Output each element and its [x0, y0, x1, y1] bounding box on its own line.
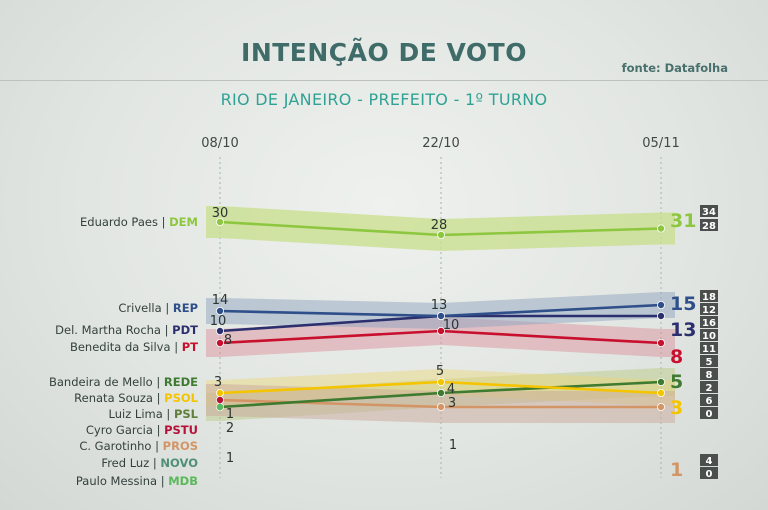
- range-badge: [700, 316, 718, 328]
- data-label: 10: [443, 318, 460, 333]
- data-label: 28: [431, 218, 448, 233]
- range-badge: [700, 205, 718, 217]
- data-point: [657, 388, 666, 397]
- legend-entry: Del. Martha Rocha | PDT: [55, 323, 198, 337]
- data-point: [657, 224, 666, 233]
- data-label: 1: [226, 407, 234, 422]
- range-badge: [700, 329, 718, 341]
- legend-entry: Crivella | REP: [118, 301, 198, 315]
- x-tick-label: 05/11: [642, 136, 679, 151]
- data-point: [215, 338, 224, 347]
- range-badge-label: 11: [702, 344, 716, 355]
- data-label: 10: [210, 314, 227, 329]
- data-point: [215, 217, 224, 226]
- range-badge-label: 6: [706, 396, 713, 407]
- range-badge-label: 0: [706, 469, 713, 480]
- final-value-label: 15: [670, 293, 696, 315]
- range-badge-label: 12: [702, 305, 716, 316]
- data-point: [657, 402, 666, 411]
- final-value-label: 8: [670, 346, 683, 368]
- data-label: 1: [449, 438, 457, 453]
- range-badge-label: 4: [706, 456, 713, 467]
- data-point: [436, 402, 445, 411]
- data-point: [216, 396, 224, 404]
- legend-entry: Renata Souza | PSOL: [74, 391, 198, 405]
- source-label: fonte: Datafolha: [621, 61, 728, 75]
- range-badge: [700, 219, 718, 231]
- confidence-band-dem: [206, 206, 675, 251]
- range-badge-label: 10: [702, 331, 716, 342]
- data-point: [436, 388, 445, 397]
- data-label: 30: [212, 206, 229, 221]
- range-badge: [700, 381, 718, 393]
- data-label: 3: [214, 375, 222, 390]
- legend-entry: C. Garotinho | PROS: [79, 439, 198, 453]
- legend-entry: Luiz Lima | PSL: [109, 407, 199, 421]
- confidence-band-pt: [206, 317, 675, 357]
- range-badge-label: 5: [706, 357, 713, 368]
- legend-entry: Fred Luz | NOVO: [101, 456, 198, 470]
- range-badge: [700, 342, 718, 354]
- legend-entry: Bandeira de Mello | REDE: [49, 375, 198, 389]
- data-point: [216, 403, 224, 411]
- x-tick-label: 22/10: [422, 136, 459, 151]
- range-badge: [700, 290, 718, 302]
- data-point: [436, 311, 445, 320]
- range-badge-label: 16: [702, 318, 716, 329]
- confidence-band-rep: [206, 292, 675, 329]
- data-label: 4: [447, 382, 455, 397]
- data-point: [657, 338, 666, 347]
- range-badge: [700, 454, 718, 466]
- data-point: [436, 230, 445, 239]
- range-badge: [700, 407, 718, 419]
- chart-title: INTENÇÃO DE VOTO: [241, 38, 527, 67]
- final-value-label: 13: [670, 319, 696, 341]
- range-badge: [700, 467, 718, 479]
- range-badge: [700, 303, 718, 315]
- range-badge-label: 8: [706, 370, 713, 381]
- header: INTENÇÃO DE VOTO fonte: Datafolha: [0, 0, 768, 80]
- data-point: [215, 326, 224, 335]
- data-point: [436, 377, 445, 386]
- data-label: 14: [212, 293, 229, 308]
- legend-entry: Eduardo Paes | DEM: [80, 215, 198, 229]
- final-value-label: 5: [670, 371, 683, 393]
- legend-entry: Benedita da Silva | PT: [70, 340, 198, 354]
- legend-entry: Cyro Garcia | PSTU: [86, 423, 198, 437]
- header-divider: [0, 80, 768, 81]
- data-label: 1: [226, 451, 234, 466]
- range-badge: [700, 355, 718, 367]
- range-badge: [700, 368, 718, 380]
- data-label: 13: [431, 298, 448, 313]
- range-badge-label: 2: [706, 383, 713, 394]
- data-point: [657, 377, 666, 386]
- range-badge: [700, 394, 718, 406]
- x-tick-label: 08/10: [201, 136, 238, 151]
- final-value-label: 3: [670, 397, 683, 419]
- legend-entry: Paulo Messina | MDB: [76, 474, 198, 488]
- range-badge-label: 0: [706, 409, 713, 420]
- final-value-label: 31: [670, 210, 696, 232]
- data-label: 5: [436, 364, 444, 379]
- data-point: [657, 300, 666, 309]
- final-value-label: 1: [670, 459, 683, 481]
- data-point: [215, 306, 224, 315]
- chart-subtitle: RIO DE JANEIRO - PREFEITO - 1º TURNO: [220, 90, 548, 109]
- data-label: 2: [226, 421, 234, 436]
- range-badge-label: 28: [702, 221, 716, 232]
- data-point: [436, 326, 445, 335]
- data-point: [657, 311, 666, 320]
- range-badge-label: 18: [702, 292, 716, 303]
- range-badge-label: 34: [702, 207, 716, 218]
- data-label: 8: [224, 333, 232, 348]
- data-label: 3: [448, 396, 456, 411]
- data-point: [215, 388, 224, 397]
